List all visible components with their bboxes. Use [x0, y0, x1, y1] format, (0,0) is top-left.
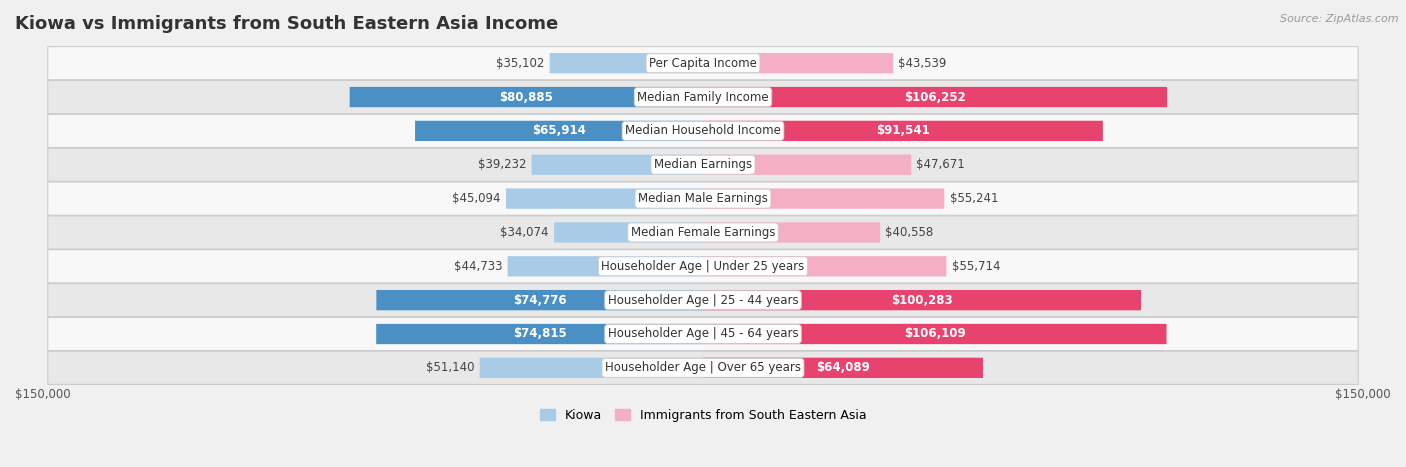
FancyBboxPatch shape	[48, 216, 1358, 249]
Text: Householder Age | 45 - 64 years: Householder Age | 45 - 64 years	[607, 327, 799, 340]
FancyBboxPatch shape	[703, 87, 1167, 107]
FancyBboxPatch shape	[48, 148, 1358, 181]
Text: $55,714: $55,714	[952, 260, 1000, 273]
FancyBboxPatch shape	[48, 283, 1358, 317]
FancyBboxPatch shape	[48, 250, 1358, 283]
Text: $100,283: $100,283	[891, 294, 953, 307]
Text: Median Household Income: Median Household Income	[626, 124, 780, 137]
Text: $106,252: $106,252	[904, 91, 966, 104]
Text: $39,232: $39,232	[478, 158, 526, 171]
Text: $47,671: $47,671	[917, 158, 966, 171]
Text: Median Male Earnings: Median Male Earnings	[638, 192, 768, 205]
FancyBboxPatch shape	[703, 189, 945, 209]
Text: Source: ZipAtlas.com: Source: ZipAtlas.com	[1281, 14, 1399, 24]
Text: $150,000: $150,000	[1336, 388, 1391, 401]
Text: $74,776: $74,776	[513, 294, 567, 307]
FancyBboxPatch shape	[550, 53, 703, 73]
FancyBboxPatch shape	[703, 222, 880, 242]
Text: $64,089: $64,089	[815, 361, 870, 375]
FancyBboxPatch shape	[703, 121, 1102, 141]
FancyBboxPatch shape	[48, 80, 1358, 113]
Text: $106,109: $106,109	[904, 327, 966, 340]
Text: Median Earnings: Median Earnings	[654, 158, 752, 171]
FancyBboxPatch shape	[554, 222, 703, 242]
Text: $44,733: $44,733	[454, 260, 502, 273]
Text: $51,140: $51,140	[426, 361, 474, 375]
Text: $35,102: $35,102	[496, 57, 544, 70]
Text: $74,815: $74,815	[513, 327, 567, 340]
FancyBboxPatch shape	[48, 351, 1358, 384]
Text: $91,541: $91,541	[876, 124, 929, 137]
FancyBboxPatch shape	[703, 256, 946, 276]
FancyBboxPatch shape	[350, 87, 703, 107]
FancyBboxPatch shape	[506, 189, 703, 209]
FancyBboxPatch shape	[48, 318, 1358, 351]
Text: Median Female Earnings: Median Female Earnings	[631, 226, 775, 239]
FancyBboxPatch shape	[531, 155, 703, 175]
Text: $34,074: $34,074	[501, 226, 548, 239]
Legend: Kiowa, Immigrants from South Eastern Asia: Kiowa, Immigrants from South Eastern Asi…	[534, 404, 872, 427]
Text: Householder Age | Over 65 years: Householder Age | Over 65 years	[605, 361, 801, 375]
Text: $80,885: $80,885	[499, 91, 554, 104]
Text: Per Capita Income: Per Capita Income	[650, 57, 756, 70]
FancyBboxPatch shape	[415, 121, 703, 141]
FancyBboxPatch shape	[377, 290, 703, 310]
FancyBboxPatch shape	[48, 114, 1358, 148]
Text: Householder Age | 25 - 44 years: Householder Age | 25 - 44 years	[607, 294, 799, 307]
FancyBboxPatch shape	[377, 324, 703, 344]
FancyBboxPatch shape	[48, 182, 1358, 215]
Text: $40,558: $40,558	[886, 226, 934, 239]
FancyBboxPatch shape	[703, 324, 1167, 344]
FancyBboxPatch shape	[703, 155, 911, 175]
Text: $45,094: $45,094	[453, 192, 501, 205]
Text: Median Family Income: Median Family Income	[637, 91, 769, 104]
FancyBboxPatch shape	[703, 358, 983, 378]
Text: Kiowa vs Immigrants from South Eastern Asia Income: Kiowa vs Immigrants from South Eastern A…	[15, 15, 558, 33]
FancyBboxPatch shape	[479, 358, 703, 378]
FancyBboxPatch shape	[703, 290, 1142, 310]
Text: $65,914: $65,914	[531, 124, 586, 137]
Text: Householder Age | Under 25 years: Householder Age | Under 25 years	[602, 260, 804, 273]
Text: $43,539: $43,539	[898, 57, 946, 70]
FancyBboxPatch shape	[48, 47, 1358, 80]
FancyBboxPatch shape	[703, 53, 893, 73]
Text: $150,000: $150,000	[15, 388, 70, 401]
Text: $55,241: $55,241	[949, 192, 998, 205]
FancyBboxPatch shape	[508, 256, 703, 276]
